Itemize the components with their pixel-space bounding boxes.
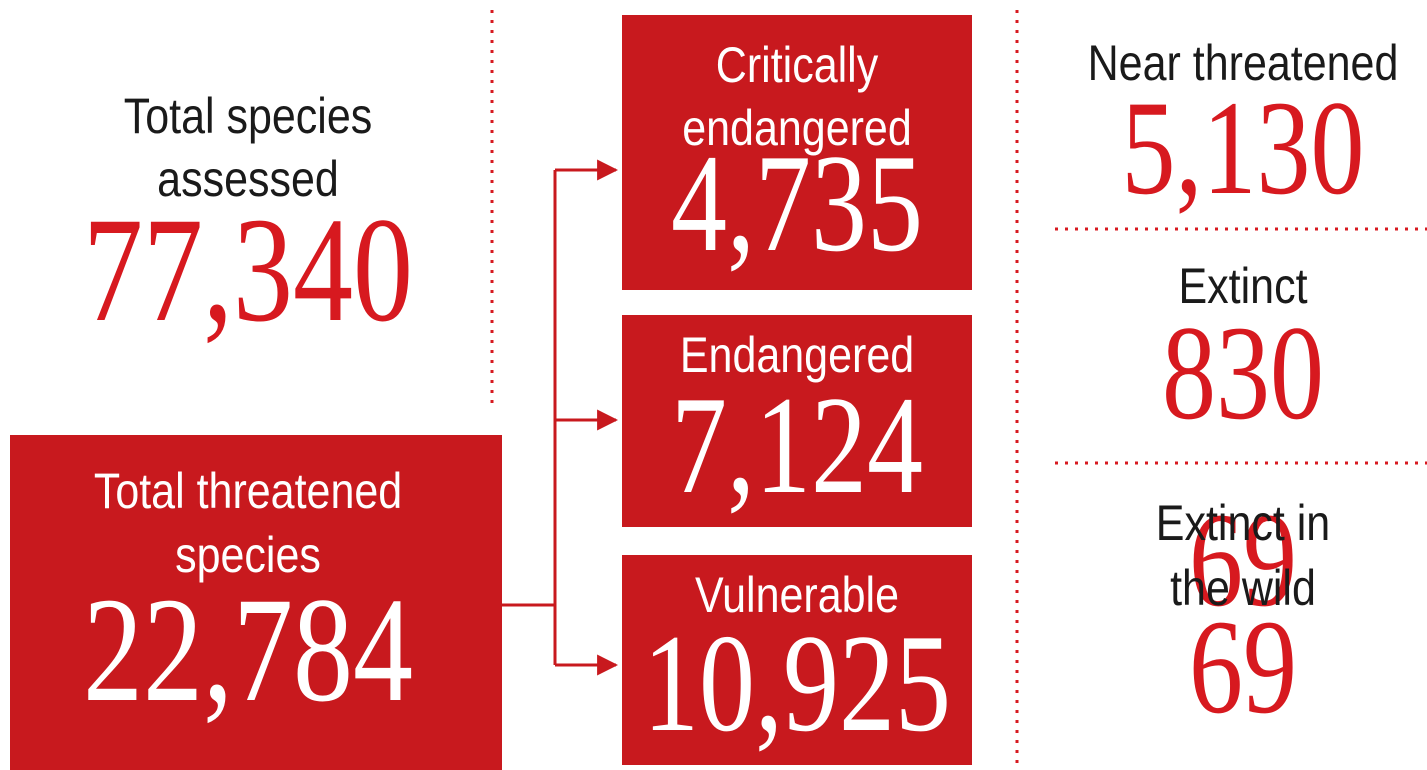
connector <box>502 159 619 676</box>
category-box <box>622 15 972 290</box>
threatened-box <box>10 435 502 770</box>
label: the wild <box>1170 560 1316 616</box>
label: Critically <box>716 37 879 93</box>
label: Vulnerable <box>695 567 899 623</box>
label: endangered <box>682 100 912 156</box>
label: assessed <box>157 151 339 207</box>
number: 69 <box>1189 593 1297 742</box>
number: 830 <box>1162 299 1324 448</box>
label: species <box>175 527 321 583</box>
label: Near threatened <box>1088 35 1399 91</box>
number: 4,735 <box>671 126 923 281</box>
label: Total threatened <box>94 463 402 519</box>
number: 77,340 <box>83 187 413 353</box>
number: 7,124 <box>671 368 923 523</box>
label: Total species <box>124 88 373 144</box>
number: 10,925 <box>643 606 951 761</box>
label: Extinct <box>1178 258 1307 314</box>
number: 69 <box>1189 486 1297 635</box>
label: Extinct in <box>1156 495 1330 551</box>
category-box <box>622 315 972 527</box>
label: Endangered <box>680 327 914 383</box>
category-box <box>622 555 972 765</box>
number: 22,784 <box>83 567 413 733</box>
number: 5,130 <box>1122 74 1365 223</box>
